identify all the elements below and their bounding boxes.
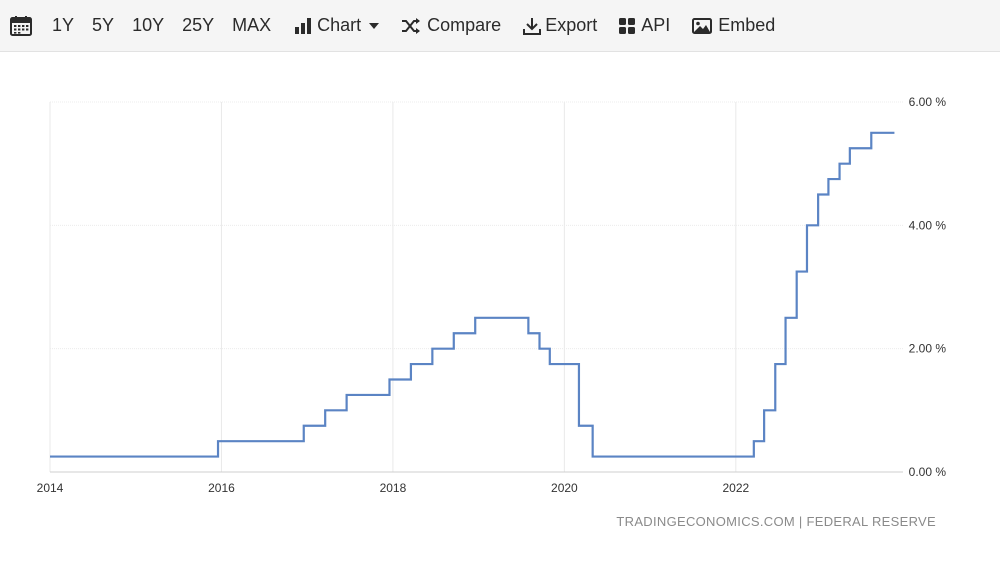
image-icon	[692, 17, 713, 34]
chart-toolbar: 1Y 5Y 10Y 25Y MAX Chart Compare	[0, 0, 1000, 52]
range-10y-button[interactable]: 10Y	[132, 15, 165, 35]
api-button[interactable]: API	[619, 0, 670, 52]
x-tick-label: 2014	[37, 481, 64, 495]
download-icon	[523, 17, 542, 35]
export-label: Export	[545, 15, 598, 35]
caret-down-icon	[369, 22, 380, 29]
compare-label: Compare	[427, 15, 502, 35]
chart-area: 2014 2016 2018 2020 2022 0.00 % 2.00 % 4.00 % 6.…	[0, 52, 1000, 564]
grid-icon	[619, 17, 636, 34]
chart-type-label: Chart	[317, 15, 362, 35]
y-tick-label: 6.00 %	[909, 95, 947, 109]
calendar-icon	[10, 15, 32, 36]
embed-button[interactable]: Embed	[692, 0, 775, 52]
x-tick-label: 2016	[208, 481, 235, 495]
export-button[interactable]: Export	[523, 0, 597, 52]
y-tick-label: 4.00 %	[909, 218, 947, 232]
range-25y-button[interactable]: 25Y	[182, 15, 215, 35]
source-credit: TRADINGECONOMICS.COM | FEDERAL RESERVE	[616, 514, 936, 529]
y-tick-label: 0.00 %	[909, 465, 947, 479]
api-label: API	[641, 15, 671, 35]
y-tick-label: 2.00 %	[909, 342, 947, 356]
shuffle-icon	[401, 17, 421, 34]
compare-button[interactable]: Compare	[401, 0, 501, 52]
embed-label: Embed	[718, 15, 776, 35]
range-5y-button[interactable]: 5Y	[92, 15, 115, 35]
x-tick-label: 2022	[722, 481, 749, 495]
interest-rate-chart: 2014 2016 2018 2020 2022 0.00 % 2.00 % 4.00 % 6.…	[37, 95, 947, 495]
rate-series-line	[50, 131, 895, 458]
x-tick-label: 2018	[380, 481, 407, 495]
x-tick-label: 2020	[551, 481, 578, 495]
range-1y-button[interactable]: 1Y	[52, 15, 75, 35]
bar-chart-icon	[295, 17, 312, 34]
calendar-button[interactable]	[8, 0, 34, 52]
range-max-button[interactable]: MAX	[232, 15, 272, 35]
chart-type-button[interactable]: Chart	[295, 0, 380, 52]
